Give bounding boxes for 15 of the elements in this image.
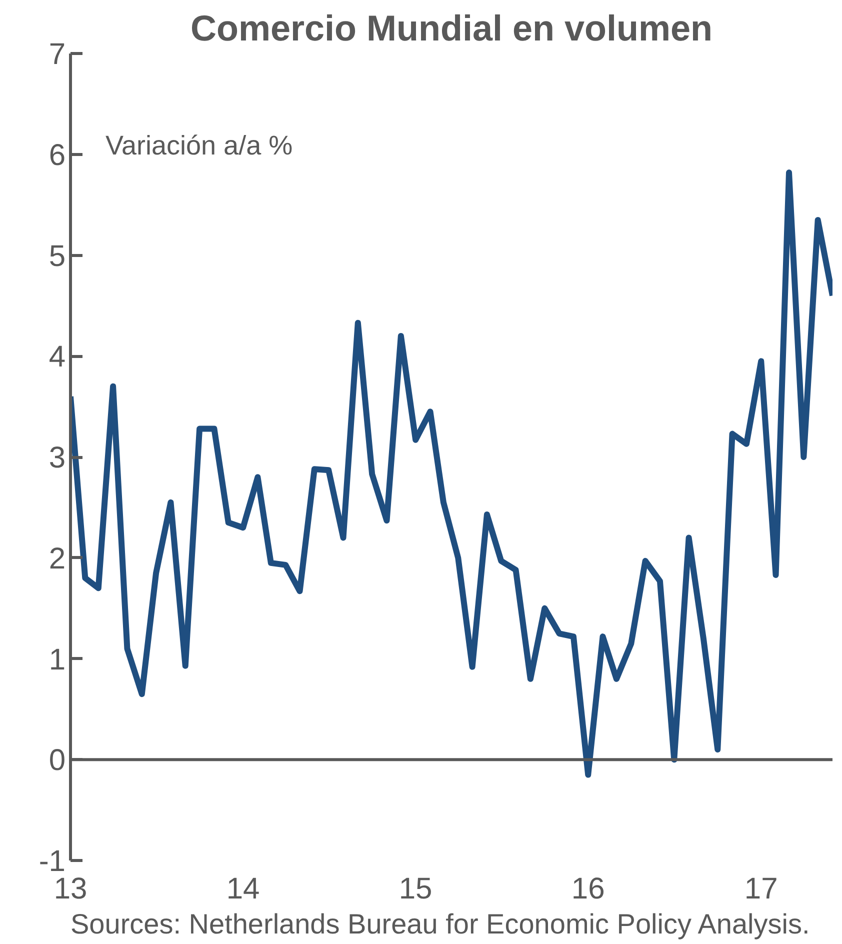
y-tick-label: 7	[48, 38, 66, 71]
y-tick-label: 0	[48, 744, 66, 778]
y-tick-label: 6	[48, 138, 66, 172]
x-tick-label: 16	[571, 872, 605, 906]
y-tick-label: 4	[48, 340, 66, 374]
y-tick-label: 2	[48, 542, 66, 576]
chart-title: Comercio Mundial en volumen	[190, 8, 713, 48]
y-axis-title: Variación a/a %	[106, 130, 293, 160]
y-tick-label: 1	[48, 643, 66, 676]
source-note: Sources: Netherlands Bureau for Economic Policy Analysis.	[70, 908, 810, 940]
x-tick-label: 14	[226, 872, 260, 906]
x-tick-label: 15	[398, 872, 432, 906]
y-tick-label: 3	[48, 442, 66, 474]
x-tick-label: 17	[744, 872, 778, 906]
y-tick-label: 5	[48, 240, 66, 273]
